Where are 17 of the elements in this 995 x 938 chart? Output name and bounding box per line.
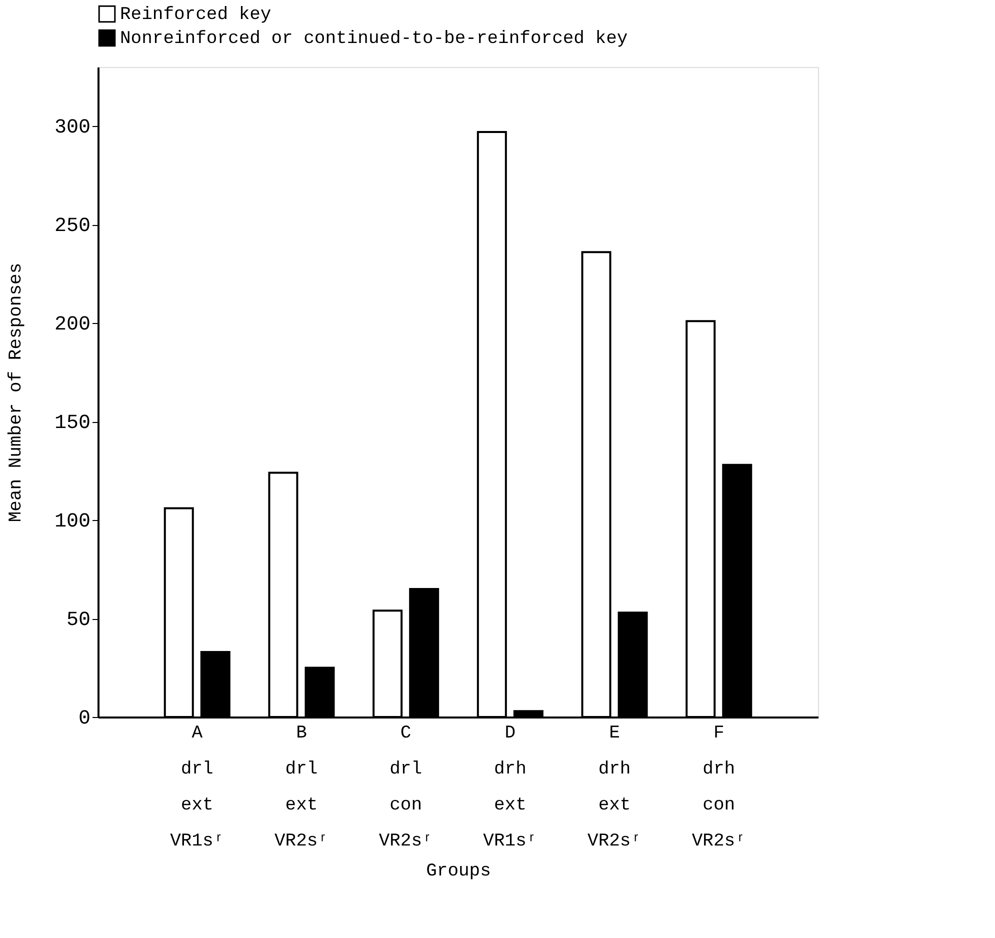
y-tick-label: 50 [66,609,90,632]
legend-label: Nonreinforced or continued-to-be-reinforced key [120,29,628,49]
x-axis-title: Groups [426,862,491,882]
x-tick-label: E drh ext VR2sʳ [588,724,642,852]
x-tick-label: B drl ext VR2sʳ [274,724,328,852]
legend-label: Reinforced key [120,5,272,25]
y-tick-label: 150 [54,412,90,436]
x-tick-label: D drh ext VR1sʳ [483,724,538,852]
x-tick-label: C drl con VR2sʳ [378,724,433,852]
x-tick-label: F drh con VR2sʳ [692,724,746,852]
y-tick-label: 200 [54,314,90,337]
y-tick-label: 300 [54,116,90,140]
y-tick-label: 0 [78,708,90,730]
y-tick-label: 100 [54,510,90,534]
y-tick-label: 250 [54,215,90,238]
y-axis-title: Mean Number of Responses [6,262,26,522]
x-tick-label: A drl ext VR1sʳ [170,724,224,852]
